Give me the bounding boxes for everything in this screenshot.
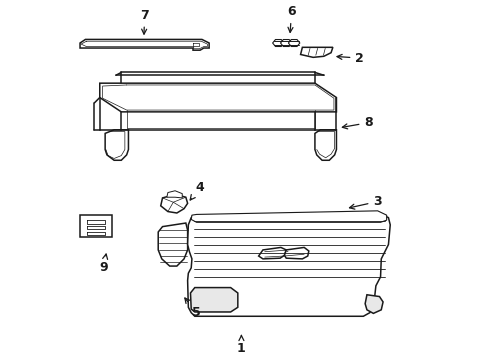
Polygon shape [167,191,182,198]
Polygon shape [188,212,390,316]
Polygon shape [191,211,387,222]
Polygon shape [289,40,300,46]
Text: 2: 2 [337,51,364,64]
Polygon shape [192,212,379,219]
Text: 3: 3 [349,195,382,209]
Polygon shape [315,130,337,160]
Polygon shape [100,83,337,112]
Polygon shape [365,295,383,314]
Polygon shape [280,40,292,46]
Text: 9: 9 [99,254,108,274]
Polygon shape [191,288,238,312]
Text: 6: 6 [287,5,296,32]
Polygon shape [285,247,309,259]
Polygon shape [259,247,286,259]
Text: 5: 5 [185,298,201,319]
Polygon shape [161,194,188,213]
Polygon shape [300,47,333,57]
Polygon shape [105,130,128,160]
Polygon shape [158,223,188,266]
Text: 8: 8 [343,116,373,129]
Polygon shape [80,40,209,50]
Text: 1: 1 [237,336,246,355]
Text: 4: 4 [190,181,204,200]
Polygon shape [272,40,284,46]
Polygon shape [80,215,112,237]
Text: 7: 7 [140,9,149,34]
